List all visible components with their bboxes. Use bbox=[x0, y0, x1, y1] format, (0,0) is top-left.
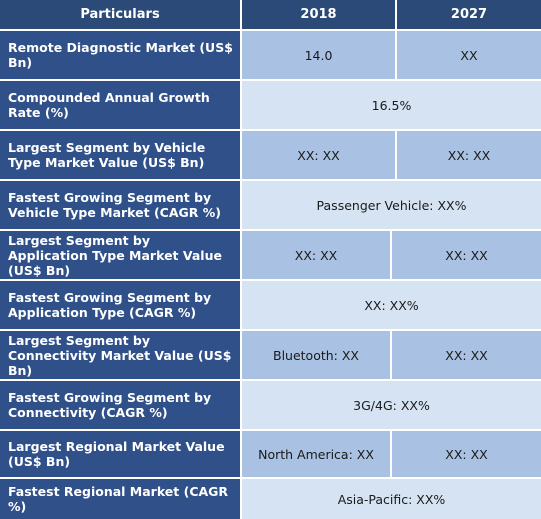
value-merged: Passenger Vehicle: XX% bbox=[242, 181, 541, 229]
row-label: Fastest Growing Segment by Vehicle Type … bbox=[0, 181, 240, 229]
row-label: Fastest Regional Market (CAGR %) bbox=[0, 479, 240, 519]
row-label: Fastest Growing Segment by Application T… bbox=[0, 281, 240, 329]
value-2018: North America: XX bbox=[242, 431, 390, 477]
value-2018: XX: XX bbox=[242, 231, 390, 279]
value-2018: XX: XX bbox=[242, 131, 395, 179]
row-label: Largest Segment by Vehicle Type Market V… bbox=[0, 131, 240, 179]
row-label: Compounded Annual Growth Rate (%) bbox=[0, 81, 240, 129]
value-2027: XX: XX bbox=[392, 431, 541, 477]
header-particulars: Particulars bbox=[0, 0, 240, 29]
header-year-2027: 2027 bbox=[397, 0, 541, 29]
header-year-2018: 2018 bbox=[242, 0, 395, 29]
value-2027: XX bbox=[397, 31, 541, 79]
value-merged: 3G/4G: XX% bbox=[242, 381, 541, 429]
value-merged: XX: XX% bbox=[242, 281, 541, 329]
row-label: Largest Segment by Connectivity Market V… bbox=[0, 331, 240, 379]
value-2018: Bluetooth: XX bbox=[242, 331, 390, 379]
value-merged: Asia-Pacific: XX% bbox=[242, 479, 541, 519]
row-label: Fastest Growing Segment by Connectivity … bbox=[0, 381, 240, 429]
row-label: Largest Regional Market Value (US$ Bn) bbox=[0, 431, 240, 477]
value-merged: 16.5% bbox=[242, 81, 541, 129]
row-label: Largest Segment by Application Type Mark… bbox=[0, 231, 240, 279]
value-2027: XX: XX bbox=[392, 231, 541, 279]
value-2027: XX: XX bbox=[392, 331, 541, 379]
value-2027: XX: XX bbox=[397, 131, 541, 179]
value-2018: 14.0 bbox=[242, 31, 395, 79]
row-label: Remote Diagnostic Market (US$ Bn) bbox=[0, 31, 240, 79]
